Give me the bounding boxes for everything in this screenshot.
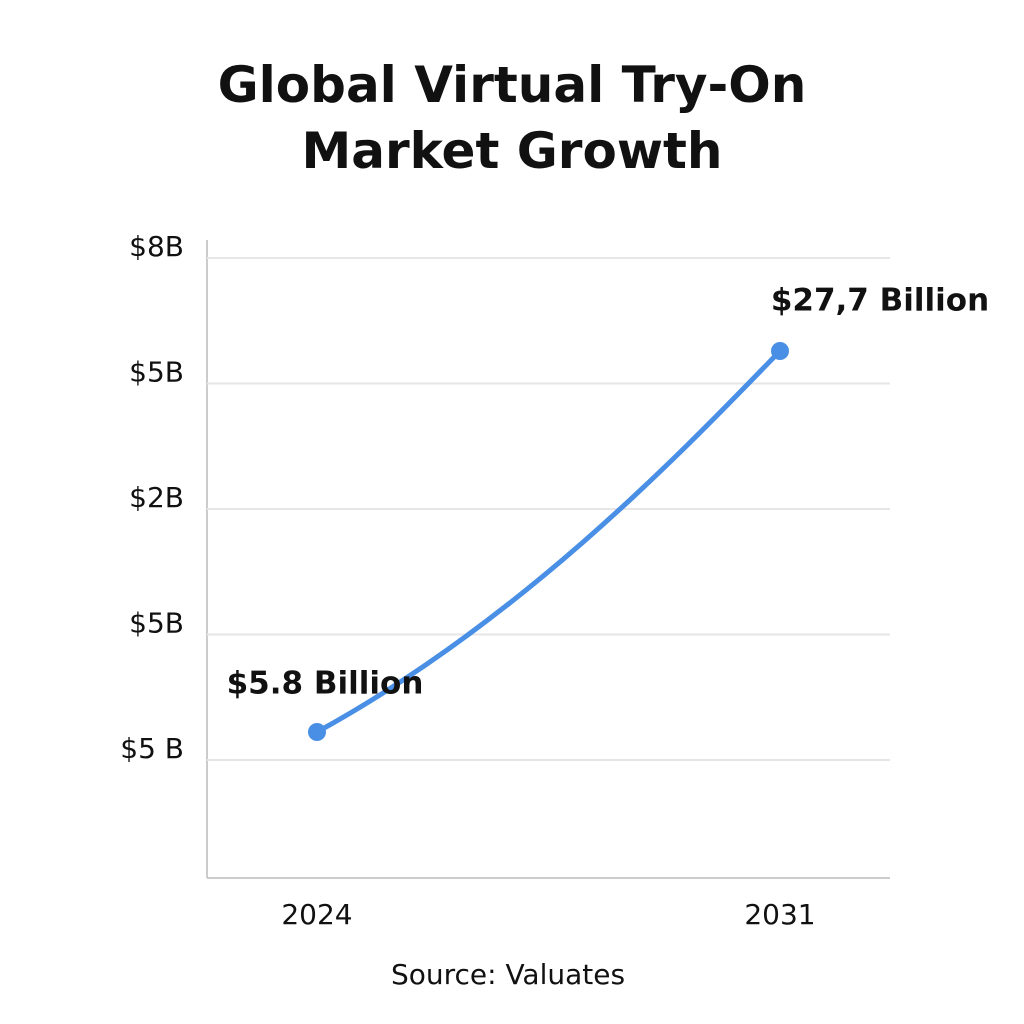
source-note: Source: Valuates bbox=[391, 958, 625, 991]
y-tick-label: $5B bbox=[129, 607, 184, 640]
y-tick-label: $2B bbox=[129, 481, 184, 514]
y-tick-label: $5B bbox=[129, 356, 184, 389]
x-tick-label: 2031 bbox=[744, 898, 815, 931]
data-point bbox=[771, 342, 789, 360]
series-line bbox=[314, 348, 783, 735]
y-tick-label: $5 B bbox=[120, 732, 184, 765]
data-label: $27,7 Billion bbox=[771, 283, 989, 319]
x-tick-label: 2024 bbox=[281, 898, 352, 931]
y-tick-label: $8B bbox=[129, 230, 184, 263]
chart-title: Global Virtual Try-On Market Growth bbox=[217, 56, 807, 180]
data-label: $5.8 Billion bbox=[227, 666, 424, 702]
data-point bbox=[308, 723, 326, 741]
